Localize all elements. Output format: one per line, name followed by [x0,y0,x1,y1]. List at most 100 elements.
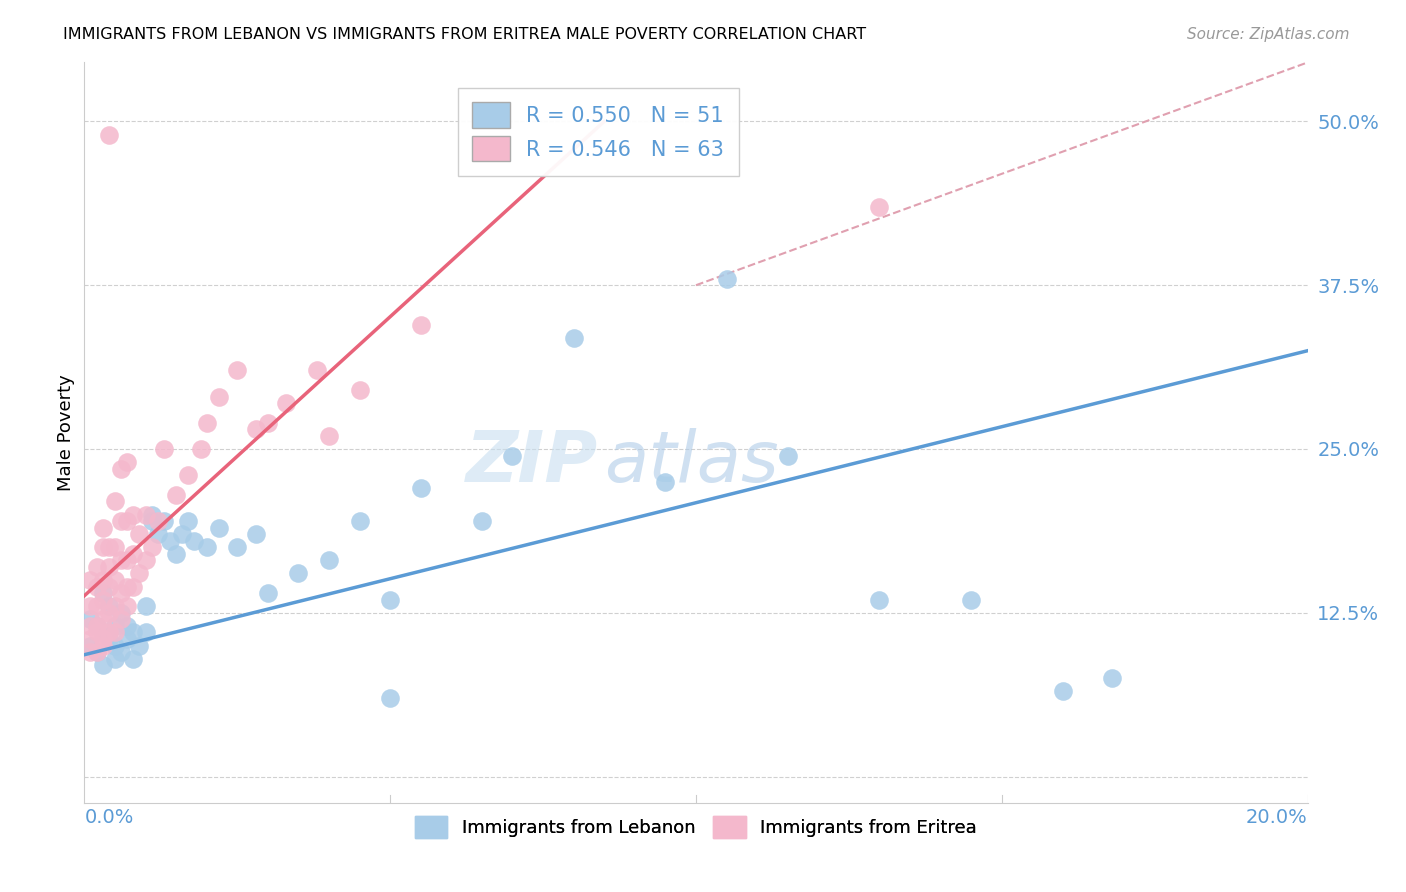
Point [190,442,212,456]
Point [122,625,145,640]
Point [135,625,157,640]
Point [79,632,101,646]
Point [110,645,132,659]
Point [86,619,108,633]
Point [869,200,891,214]
Point [104,573,127,587]
Point [79,599,101,614]
Point [195,541,218,555]
Text: 20.0%: 20.0% [1246,808,1308,827]
Point [1101,671,1123,685]
Point [79,639,101,653]
Point [716,271,738,285]
Text: IMMIGRANTS FROM LEBANON VS IMMIGRANTS FROM ERITREA MALE POVERTY CORRELATION CHAR: IMMIGRANTS FROM LEBANON VS IMMIGRANTS FR… [63,27,866,42]
Point [502,449,524,463]
Point [86,645,108,659]
Point [91,639,114,653]
Point [128,527,150,541]
Text: Male Poverty: Male Poverty [56,375,75,491]
Point [115,455,138,469]
Point [380,592,402,607]
Point [91,612,114,626]
Point [86,619,108,633]
Point [86,599,108,614]
Text: ZIP: ZIP [465,428,598,497]
Point [115,514,138,528]
Point [91,586,114,600]
Point [104,651,127,665]
Point [960,592,983,607]
Point [79,645,101,659]
Point [110,553,132,567]
Point [153,514,176,528]
Point [146,527,169,541]
Point [177,514,200,528]
Point [141,514,163,528]
Point [91,521,114,535]
Point [104,494,127,508]
Point [110,612,132,626]
Point [122,651,145,665]
Point [122,580,145,594]
Point [128,639,150,653]
Point [208,390,231,404]
Point [91,592,114,607]
Point [226,363,249,377]
Point [91,658,114,673]
Point [104,619,127,633]
Point [91,573,114,587]
Point [104,599,127,614]
Point [115,599,138,614]
Point [380,690,402,705]
Point [257,416,280,430]
Point [141,541,163,555]
Point [318,553,340,567]
Point [562,330,585,344]
Point [97,606,120,620]
Point [153,442,176,456]
Point [409,318,432,332]
Point [245,422,267,436]
Point [122,508,145,522]
Point [1052,684,1074,698]
Point [91,632,114,646]
Point [257,586,280,600]
Point [91,541,114,555]
Point [276,396,298,410]
Point [135,553,157,567]
Point [110,606,132,620]
Point [97,599,120,614]
Point [471,514,494,528]
Point [104,541,127,555]
Point [86,560,108,574]
Point [115,553,138,567]
Text: Source: ZipAtlas.com: Source: ZipAtlas.com [1187,27,1350,42]
Point [86,580,108,594]
Point [776,449,799,463]
Point [146,514,169,528]
Point [305,363,328,377]
Point [97,560,120,574]
Point [86,625,108,640]
Point [245,527,267,541]
Point [226,541,249,555]
Point [869,592,891,607]
Point [177,468,200,483]
Point [208,521,231,535]
Point [110,461,132,475]
Point [97,128,120,142]
Point [97,632,120,646]
Point [165,488,187,502]
Point [86,645,108,659]
Point [97,541,120,555]
Point [183,533,205,548]
Point [79,619,101,633]
Point [195,416,218,430]
Point [135,508,157,522]
Point [110,586,132,600]
Point [122,547,145,561]
Point [349,383,371,397]
Point [135,599,157,614]
Point [115,632,138,646]
Point [110,514,132,528]
